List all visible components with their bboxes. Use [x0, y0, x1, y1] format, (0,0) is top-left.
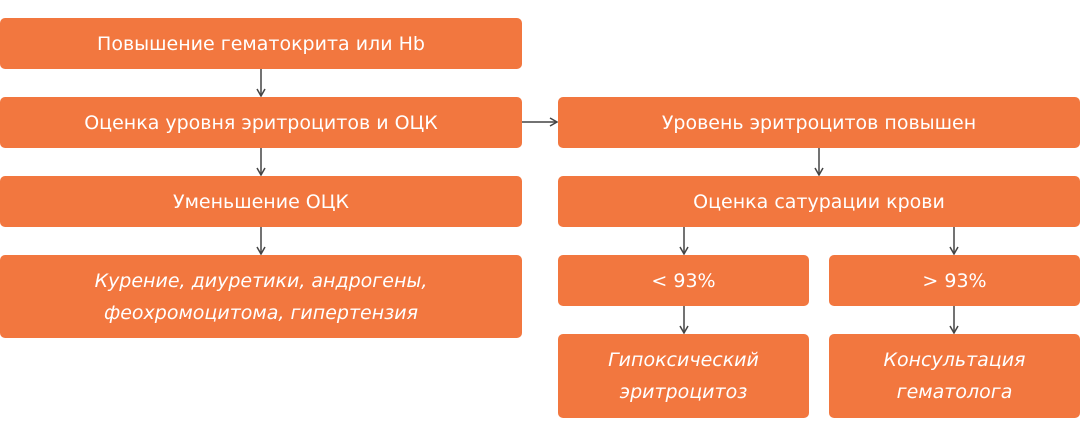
- node-below-93: < 93%: [558, 255, 809, 306]
- node-label: > 93%: [922, 269, 987, 292]
- node-label-line2: эритроцитоз: [619, 381, 748, 403]
- node-assessment: Оценка уровня эритроцитов и ОЦК: [0, 97, 522, 148]
- node-label: Уменьшение ОЦК: [173, 190, 349, 213]
- node-label: < 93%: [651, 269, 716, 292]
- node-hypoxic: Гипоксический эритроцитоз: [558, 334, 809, 418]
- node-label-line1: Гипоксический: [608, 349, 759, 371]
- node-label-line2: гематолога: [896, 381, 1013, 403]
- node-above-93: > 93%: [829, 255, 1080, 306]
- node-label-line1: Курение, диуретики, андрогены,: [94, 269, 428, 292]
- node-hematocrit: Повышение гематокрита или Hb: [0, 18, 522, 69]
- node-causes: Курение, диуретики, андрогены, феохромоц…: [0, 255, 522, 338]
- node-label-line2: феохромоцитома, гипертензия: [103, 301, 419, 324]
- node-saturation: Оценка сатурации крови: [558, 176, 1080, 227]
- node-bcv-reduced: Уменьшение ОЦК: [0, 176, 522, 227]
- node-label: Уровень эритроцитов повышен: [661, 111, 977, 134]
- node-label-line1: Консультация: [883, 349, 1026, 371]
- node-label: Повышение гематокрита или Hb: [97, 32, 425, 55]
- node-label: Оценка сатурации крови: [693, 190, 945, 213]
- node-label: Оценка уровня эритроцитов и ОЦК: [84, 111, 438, 134]
- node-rbc-elevated: Уровень эритроцитов повышен: [558, 97, 1080, 148]
- node-consult: Консультация гематолога: [829, 334, 1080, 418]
